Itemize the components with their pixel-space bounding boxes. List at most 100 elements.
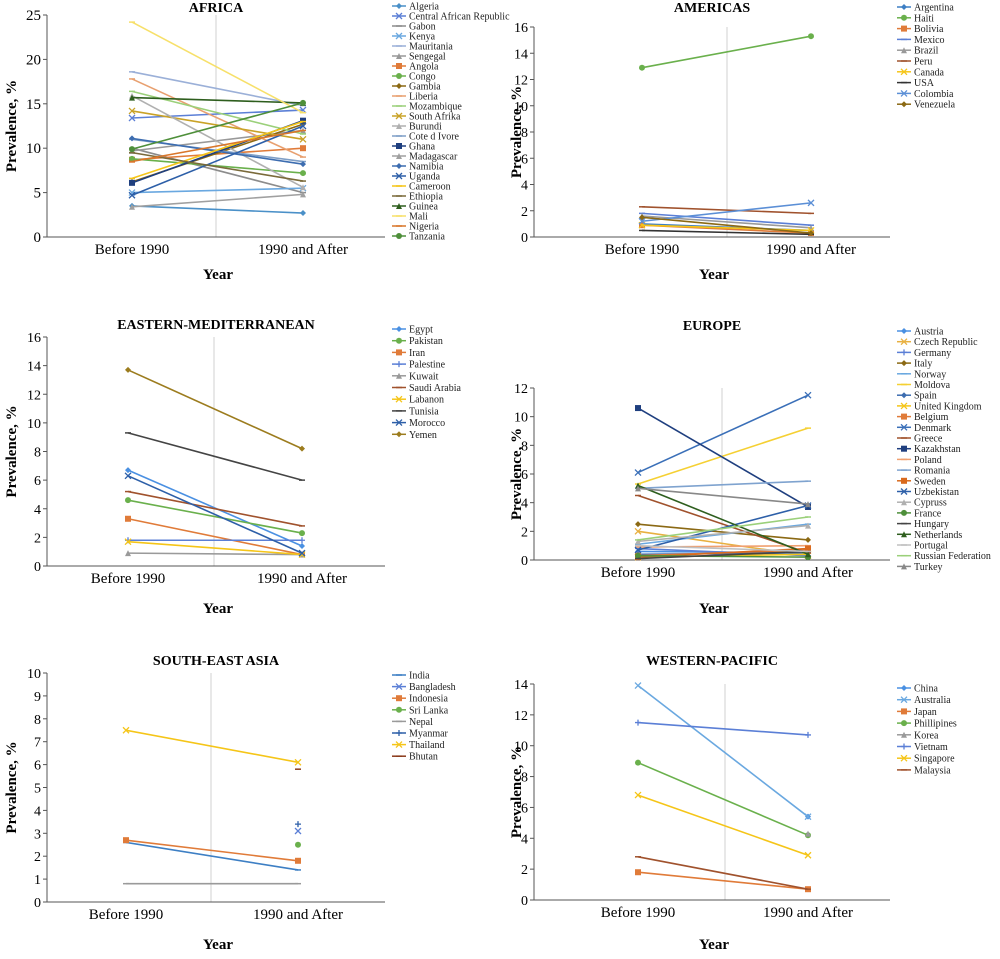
legend-marker <box>901 446 907 452</box>
y-tick-label: 2 <box>34 850 41 865</box>
legend-marker <box>901 478 907 484</box>
series-sri-lanka <box>295 842 301 848</box>
series-saudi-arabia <box>125 492 305 526</box>
series-line <box>126 842 298 869</box>
legend-label: United Kingdom <box>914 401 982 412</box>
legend-item: Czech Republic <box>897 337 978 348</box>
legend-label: Bangladesh <box>409 682 456 693</box>
y-axis-label: Prevalence, % <box>4 741 20 833</box>
data-point <box>299 530 305 536</box>
data-point <box>295 842 301 848</box>
legend-item: Denmark <box>897 423 951 434</box>
legend-label: Bolivia <box>914 24 944 35</box>
x-category-label: Before 1990 <box>601 905 676 921</box>
y-tick-label: 10 <box>514 411 528 426</box>
legend-label: Venezuela <box>914 100 956 111</box>
legend-item: Moldova <box>897 380 951 391</box>
legend-marker <box>901 360 907 366</box>
series-line <box>638 408 808 507</box>
legend-label: Iran <box>409 348 425 359</box>
x-category-label: Before 1990 <box>605 242 680 258</box>
data-point <box>125 467 131 473</box>
legend-item: Turkey <box>897 562 943 573</box>
legend-item: Tunisia <box>392 406 439 417</box>
series-indonesia <box>123 837 301 864</box>
legend-label: Denmark <box>914 423 951 434</box>
legend-item: Portugal <box>897 541 948 552</box>
legend-label: Myanmar <box>409 729 449 740</box>
legend-label: Russian Federation <box>914 551 991 562</box>
legend-label: France <box>914 508 942 519</box>
y-tick-label: 4 <box>34 804 41 819</box>
y-tick-label: 15 <box>26 97 41 113</box>
legend-marker <box>901 328 907 334</box>
legend-item: Kuwait <box>392 371 439 382</box>
legend-item: Labanon <box>392 395 444 406</box>
legend-label: Belgium <box>914 412 949 423</box>
y-axis-label: Prevalence, % <box>4 405 20 497</box>
series-romania <box>635 481 811 488</box>
x-category-label: Before 1990 <box>89 907 164 923</box>
legend-item: Singapore <box>897 754 955 765</box>
legend-item: Bangladesh <box>392 682 456 693</box>
legend-label: Italy <box>914 359 932 370</box>
chart-panel-americas: AMERICAS 0 2 4 6 8 10 12 14 16 Before 1990 1990 and… <box>509 1 956 283</box>
series-line <box>638 872 808 889</box>
y-tick-label: 6 <box>34 759 41 774</box>
data-point <box>295 828 301 834</box>
legend-item: Romania <box>897 466 951 477</box>
series-kuwait <box>125 550 305 557</box>
legend-marker <box>901 414 907 420</box>
legend-item: Italy <box>897 359 932 370</box>
data-point <box>299 543 305 549</box>
legend-marker <box>396 431 402 437</box>
legend-label: Sweden <box>914 476 946 487</box>
legend-marker <box>901 15 907 21</box>
legend-label: Australia <box>914 695 951 706</box>
series-line <box>638 723 808 735</box>
legend-label: Nepal <box>409 717 433 728</box>
y-tick-label: 10 <box>26 141 41 157</box>
chart-title: AMERICAS <box>674 1 750 16</box>
legend-marker <box>396 338 402 344</box>
chart-panel-eastern-mediterranean: EASTERN-MEDITERRANEAN0246810121416Before… <box>4 318 461 617</box>
legend-item: Iran <box>392 348 425 359</box>
data-point <box>300 100 306 106</box>
legend-marker <box>396 3 402 9</box>
legend-label: Norway <box>914 369 946 380</box>
legend-item: India <box>392 671 430 682</box>
y-tick-label: 14 <box>27 360 41 375</box>
legend-marker <box>396 143 402 149</box>
legend-label: Mexico <box>914 35 945 46</box>
legend: AlgeriaCentral African RepublicGabonKeny… <box>392 2 510 243</box>
x-axis-label: Year <box>203 937 233 953</box>
legend-label: Korea <box>914 730 939 741</box>
legend-label: Canada <box>914 67 945 78</box>
series-line <box>128 500 302 533</box>
legend-item: Vietnam <box>897 742 948 753</box>
legend-marker <box>901 4 907 10</box>
y-tick-label: 9 <box>34 690 41 705</box>
legend: IndiaBangladeshIndonesiaSri LankaNepalMy… <box>392 671 456 763</box>
x-axis-label: Year <box>699 601 729 617</box>
y-tick-label: 2 <box>34 531 41 546</box>
y-tick-label: 2 <box>521 863 528 878</box>
x-axis-label: Year <box>699 267 729 283</box>
legend-item: Hungary <box>897 519 949 530</box>
y-tick-label: 12 <box>514 709 528 724</box>
legend-label: Malaysia <box>914 765 951 776</box>
legend-item: Malaysia <box>897 765 951 776</box>
series-line <box>126 840 298 861</box>
legend-marker <box>901 744 907 750</box>
series-line <box>638 428 808 484</box>
chart-title: WESTERN-PACIFIC <box>646 654 778 669</box>
legend-item: Sri Lanka <box>392 705 449 716</box>
legend-item: Japan <box>897 707 937 718</box>
legend-label: Phillipines <box>914 719 957 730</box>
data-point <box>635 869 641 875</box>
legend-item: Peru <box>897 57 932 68</box>
legend-label: Vietnam <box>914 742 948 753</box>
data-point <box>125 497 131 503</box>
legend: ChinaAustraliaJapanPhillipinesKoreaVietn… <box>897 684 957 777</box>
data-point <box>125 473 131 479</box>
